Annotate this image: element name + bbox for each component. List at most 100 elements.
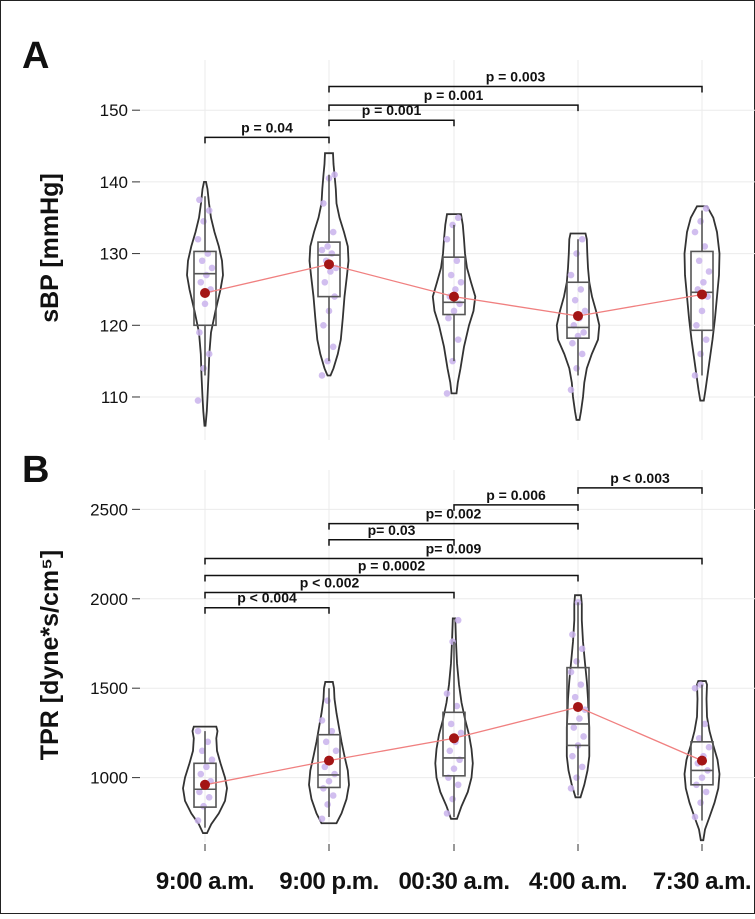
- panel-a-data-point: [691, 372, 699, 379]
- panel-b: B TPR [dyne*s/cm⁵] 1000 1500 2000 2500 p < 0…: [22, 449, 755, 842]
- panel-b-data-point: [194, 817, 202, 824]
- panel-a-data-point: [450, 307, 458, 315]
- panel-b-data-point: [200, 802, 207, 810]
- panel-a-data-point: [700, 278, 707, 286]
- panel-b-data-point: [567, 668, 575, 676]
- panel-b-data-point: [197, 770, 205, 778]
- panel-a-data-point: [318, 246, 326, 254]
- panel-b-data-point: [204, 738, 212, 746]
- panel-a-data-point: [698, 307, 706, 315]
- panel-a-data-point: [573, 250, 580, 257]
- panel-a-data-point: [693, 321, 700, 329]
- panel-b-data-point: [457, 729, 465, 737]
- panel-b-data-point: [454, 781, 462, 789]
- panel-b-mean-point: [449, 733, 459, 744]
- panel-b-data-point: [324, 801, 331, 808]
- panel-a-data-point: [443, 390, 451, 397]
- panel-b-data-point: [571, 693, 579, 701]
- panel-b-data-point: [573, 658, 580, 665]
- panel-a-data-point: [328, 250, 336, 257]
- panel-a-mean-point: [697, 289, 707, 300]
- panel-a-data-point: [320, 321, 327, 329]
- panel-a-data-point: [578, 350, 586, 358]
- panel-a-mean-point: [573, 310, 583, 321]
- panel-a: A sBP [mmHg] 110 120 130 140 150 p = 0.04 p = …: [22, 35, 755, 440]
- x-tick-label: 00:30 a.m.: [398, 868, 509, 895]
- panel-b-y-axis-label: TPR [dyne*s/cm⁵]: [36, 550, 64, 760]
- panel-b-data-point: [332, 747, 340, 755]
- panel-b-mean-point: [573, 701, 583, 712]
- panel-a-data-point: [196, 196, 203, 204]
- panel-a-data-point: [194, 397, 202, 404]
- panel-b-data-point: [697, 681, 704, 688]
- panel-b-comparison-p-value: p= 0.002: [426, 506, 482, 522]
- panel-b-data-point: [698, 774, 706, 781]
- panel-b-letter: B: [22, 449, 49, 491]
- panel-a-data-point: [691, 228, 699, 236]
- panel-a-box: [442, 256, 466, 316]
- x-tick-label: 4:00 a.m.: [529, 868, 627, 895]
- panel-a-violin: [308, 152, 350, 377]
- panel-b-violin: [182, 725, 228, 835]
- panel-b-data-point: [443, 810, 451, 817]
- panel-a-data-point: [208, 264, 216, 272]
- panel-a-letter: A: [22, 35, 49, 77]
- panel-a-data-point: [203, 271, 210, 279]
- panel-b-data-point: [203, 763, 210, 771]
- panel-b-data-point: [577, 681, 585, 688]
- panel-b-data-point: [691, 684, 699, 692]
- panel-b-ytick-label: 1000: [90, 769, 128, 788]
- panel-a-data-point: [194, 235, 202, 243]
- panel-a-ytick-label: 130: [100, 245, 128, 264]
- panel-b-data-point: [573, 774, 580, 781]
- panel-a-data-point: [456, 300, 463, 308]
- panel-a-data-point: [695, 257, 703, 265]
- panel-b-comparison-bracket: [328, 539, 455, 546]
- panel-a-data-point: [571, 296, 579, 304]
- x-tick-label: 9:00 p.m.: [279, 868, 379, 895]
- panel-a-data-point: [318, 372, 326, 379]
- panel-a-data-point: [567, 386, 575, 394]
- panel-a-data-point: [200, 365, 207, 372]
- panel-a-mean-point: [449, 291, 459, 302]
- panel-b-box: [690, 741, 714, 786]
- panel-b-comparison-bracket: [453, 504, 579, 511]
- panel-b-data-point: [328, 727, 336, 735]
- panel-b-data-point: [321, 763, 329, 771]
- panel-b-data-point: [580, 733, 587, 740]
- panel-a-box: [690, 250, 714, 332]
- panel-a-mean-point: [324, 259, 334, 270]
- panel-a-box: [566, 281, 590, 339]
- panel-a-violin: [683, 205, 721, 402]
- panel-b-data-point: [569, 631, 576, 638]
- panel-b-comparison-bracket: [577, 487, 703, 494]
- panel-b-box: [566, 666, 590, 747]
- panel-b-ytick-label: 1500: [90, 679, 128, 698]
- panel-a-data-point: [205, 207, 213, 214]
- panel-b-data-point: [320, 785, 327, 792]
- panel-a-data-point: [449, 221, 456, 229]
- panel-a-ytick-label: 120: [100, 316, 128, 335]
- panel-a-data-point: [702, 205, 710, 212]
- panel-b-data-point: [318, 815, 326, 823]
- panel-b-data-point: [454, 616, 462, 624]
- panel-a-box: [193, 250, 217, 327]
- panel-a-comparison-bracket: [328, 119, 455, 127]
- panel-a-data-point: [198, 257, 206, 265]
- panel-a-ytick-label: 150: [100, 101, 128, 120]
- panel-a-data-point: [457, 278, 465, 286]
- panel-b-data-point: [453, 702, 461, 710]
- panel-a-data-point: [327, 268, 334, 275]
- panel-a-box: [317, 241, 341, 298]
- panel-b-data-point: [569, 752, 576, 760]
- panel-b-box: [193, 762, 217, 808]
- panel-a-comparison-p-value: p = 0.001: [362, 102, 422, 118]
- panel-a-ytick-label: 140: [100, 173, 128, 192]
- panel-b-data-point: [450, 765, 458, 772]
- panel-a-data-point: [321, 278, 329, 286]
- panel-a-data-point: [578, 235, 586, 243]
- panel-b-ytick-label: 2500: [90, 500, 128, 519]
- panel-b-comparison-bracket: [328, 522, 579, 530]
- panel-b-data-point: [449, 638, 456, 645]
